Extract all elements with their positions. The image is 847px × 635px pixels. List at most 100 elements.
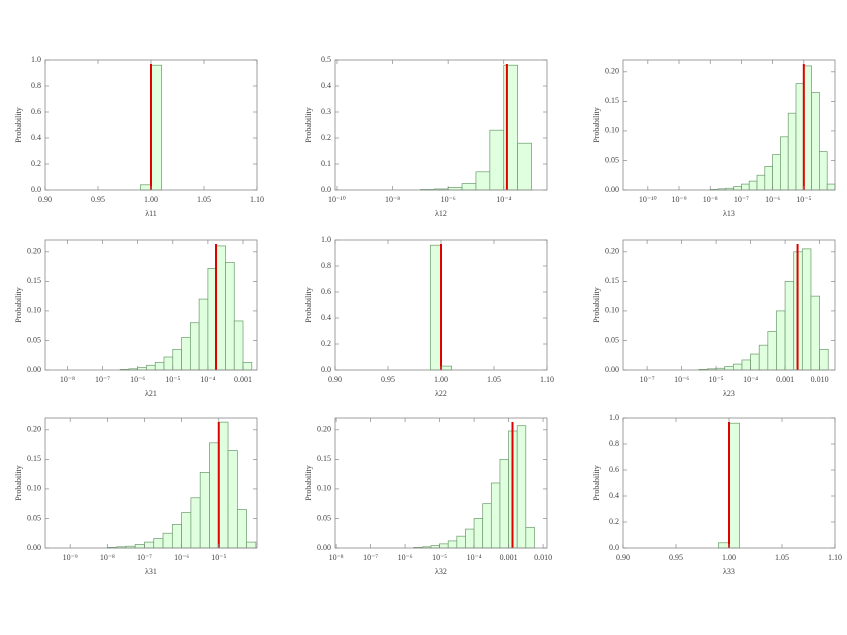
- y-axis-label: Probability: [592, 107, 601, 143]
- bar: [811, 92, 820, 191]
- x-tick-label: 1.10: [540, 375, 554, 384]
- y-axis-label: Probability: [304, 287, 313, 323]
- x-tick-label: 0.90: [38, 195, 52, 204]
- x-tick-label: 10⁻⁶: [174, 553, 189, 562]
- x-tick-label: 10⁻⁸: [329, 553, 344, 562]
- bar: [134, 544, 145, 549]
- histogram-panel: 0.90 0.95 1.00 1.05 1.10 0.0 0.2 0.4 0.6 0.8 1.0 λ2…: [304, 235, 554, 398]
- x-tick-label: 10⁻⁵: [211, 553, 226, 562]
- x-axis-label: λ31: [145, 567, 157, 576]
- y-tick-label: 0.10: [605, 126, 619, 135]
- bar: [439, 543, 449, 549]
- y-tick-label: 0.00: [605, 365, 619, 374]
- bar: [236, 509, 247, 549]
- x-tick-label: 0.90: [616, 553, 630, 562]
- bar: [233, 320, 244, 371]
- bar: [741, 359, 751, 371]
- bar: [718, 542, 730, 549]
- bar: [525, 526, 535, 549]
- bar: [772, 154, 781, 191]
- y-tick-label: 0.05: [605, 335, 619, 344]
- bar: [499, 459, 509, 549]
- x-tick-label: 1.00: [434, 375, 448, 384]
- plot-frame: [622, 59, 836, 191]
- y-tick-label: 0.6: [609, 465, 619, 474]
- histogram-panel: 10⁻⁷ 10⁻⁶ 10⁻⁵ 10⁻⁴ 0.001 0.010 0.00 0.05 0.10 0.…: [592, 239, 836, 398]
- x-tick-label: 1.10: [828, 553, 842, 562]
- x-tick-label: 10⁻⁴: [200, 375, 215, 384]
- y-axis-label: Probability: [14, 465, 23, 501]
- bar: [784, 281, 795, 371]
- plot-frame: [44, 417, 258, 549]
- y-tick-label: 0.15: [605, 96, 619, 105]
- bar: [154, 361, 165, 371]
- x-tick-label: 0.95: [91, 195, 105, 204]
- y-tick-label: 0.00: [317, 543, 331, 552]
- x-tick-label: 1.00: [144, 195, 158, 204]
- x-tick-label: 1.10: [250, 195, 264, 204]
- bar: [447, 540, 458, 549]
- x-axis-label: λ11: [145, 209, 157, 218]
- x-tick-label: 0.001: [234, 375, 252, 384]
- y-tick-label: 0.6: [31, 107, 41, 116]
- bar: [733, 186, 742, 191]
- y-tick-label: 0.10: [605, 306, 619, 315]
- x-tick-label: 10⁻⁸: [703, 195, 718, 204]
- bar: [780, 136, 789, 191]
- y-tick-label: 0.00: [27, 543, 41, 552]
- y-tick-label: 0.2: [321, 133, 331, 142]
- x-tick-label: 0.001: [776, 375, 794, 384]
- x-axis-label: λ33: [723, 567, 735, 576]
- y-axis-label: Probability: [14, 107, 23, 143]
- bar: [776, 310, 786, 371]
- x-tick-label: 10⁻⁹: [63, 553, 78, 562]
- y-tick-label: 0.2: [321, 339, 331, 348]
- y-tick-label: 0.05: [27, 335, 41, 344]
- y-tick-label: 0.8: [609, 439, 619, 448]
- bar: [189, 322, 200, 371]
- bar: [724, 366, 734, 371]
- histogram-panel: 10⁻¹⁰ 10⁻⁹ 10⁻⁸ 10⁻⁷ 10⁻⁶ 10⁻⁵ 0.00 0.05 0.10 0.1…: [592, 59, 836, 218]
- y-axis-label: Probability: [14, 287, 23, 323]
- y-tick-label: 0.15: [27, 276, 41, 285]
- x-tick-label: 10⁻⁷: [734, 195, 749, 204]
- y-tick-label: 1.0: [321, 235, 331, 244]
- y-tick-label: 0.05: [317, 513, 331, 522]
- x-axis-label: λ22: [435, 389, 447, 398]
- histogram-panel: 10⁻⁹ 10⁻⁸ 10⁻⁷ 10⁻⁶ 10⁻⁵ 0.00 0.05 0.10 0.15 0.20…: [14, 417, 258, 576]
- histogram-panel: 0.90 0.95 1.00 1.05 1.10 0.0 0.2 0.4 0.6 0.8 1.0 λ1…: [14, 55, 264, 218]
- y-tick-label: 0.00: [27, 365, 41, 374]
- bar: [440, 365, 452, 371]
- x-axis-label: λ12: [435, 209, 447, 218]
- x-tick-label: 0.90: [328, 375, 342, 384]
- x-tick-label: 10⁻⁴: [467, 553, 482, 562]
- x-tick-label: 10⁻⁴: [743, 375, 758, 384]
- bar: [461, 183, 477, 191]
- bar: [758, 344, 769, 371]
- bar: [819, 348, 829, 371]
- bar: [153, 538, 164, 549]
- bar: [482, 503, 492, 549]
- bar: [246, 541, 257, 549]
- bar: [216, 245, 226, 371]
- x-tick-label: 0.001: [500, 553, 518, 562]
- x-tick-label: 1.05: [775, 553, 789, 562]
- x-tick-label: 10⁻⁵: [796, 195, 811, 204]
- y-tick-label: 0.8: [321, 261, 331, 270]
- y-tick-label: 0.20: [317, 425, 331, 434]
- y-axis-label: Probability: [592, 287, 601, 323]
- bar: [756, 174, 766, 191]
- y-tick-label: 0.4: [609, 491, 619, 500]
- bar: [787, 112, 797, 191]
- y-tick-label: 0.20: [605, 247, 619, 256]
- y-axis-label: Probability: [592, 465, 601, 501]
- x-tick-label: 0.95: [381, 375, 395, 384]
- bar: [190, 497, 201, 549]
- bar: [181, 337, 191, 371]
- bar: [242, 361, 253, 371]
- y-axis-label: Probability: [304, 107, 313, 143]
- bar: [473, 518, 484, 549]
- y-tick-label: 0.0: [609, 543, 619, 552]
- y-tick-label: 0.05: [27, 513, 41, 522]
